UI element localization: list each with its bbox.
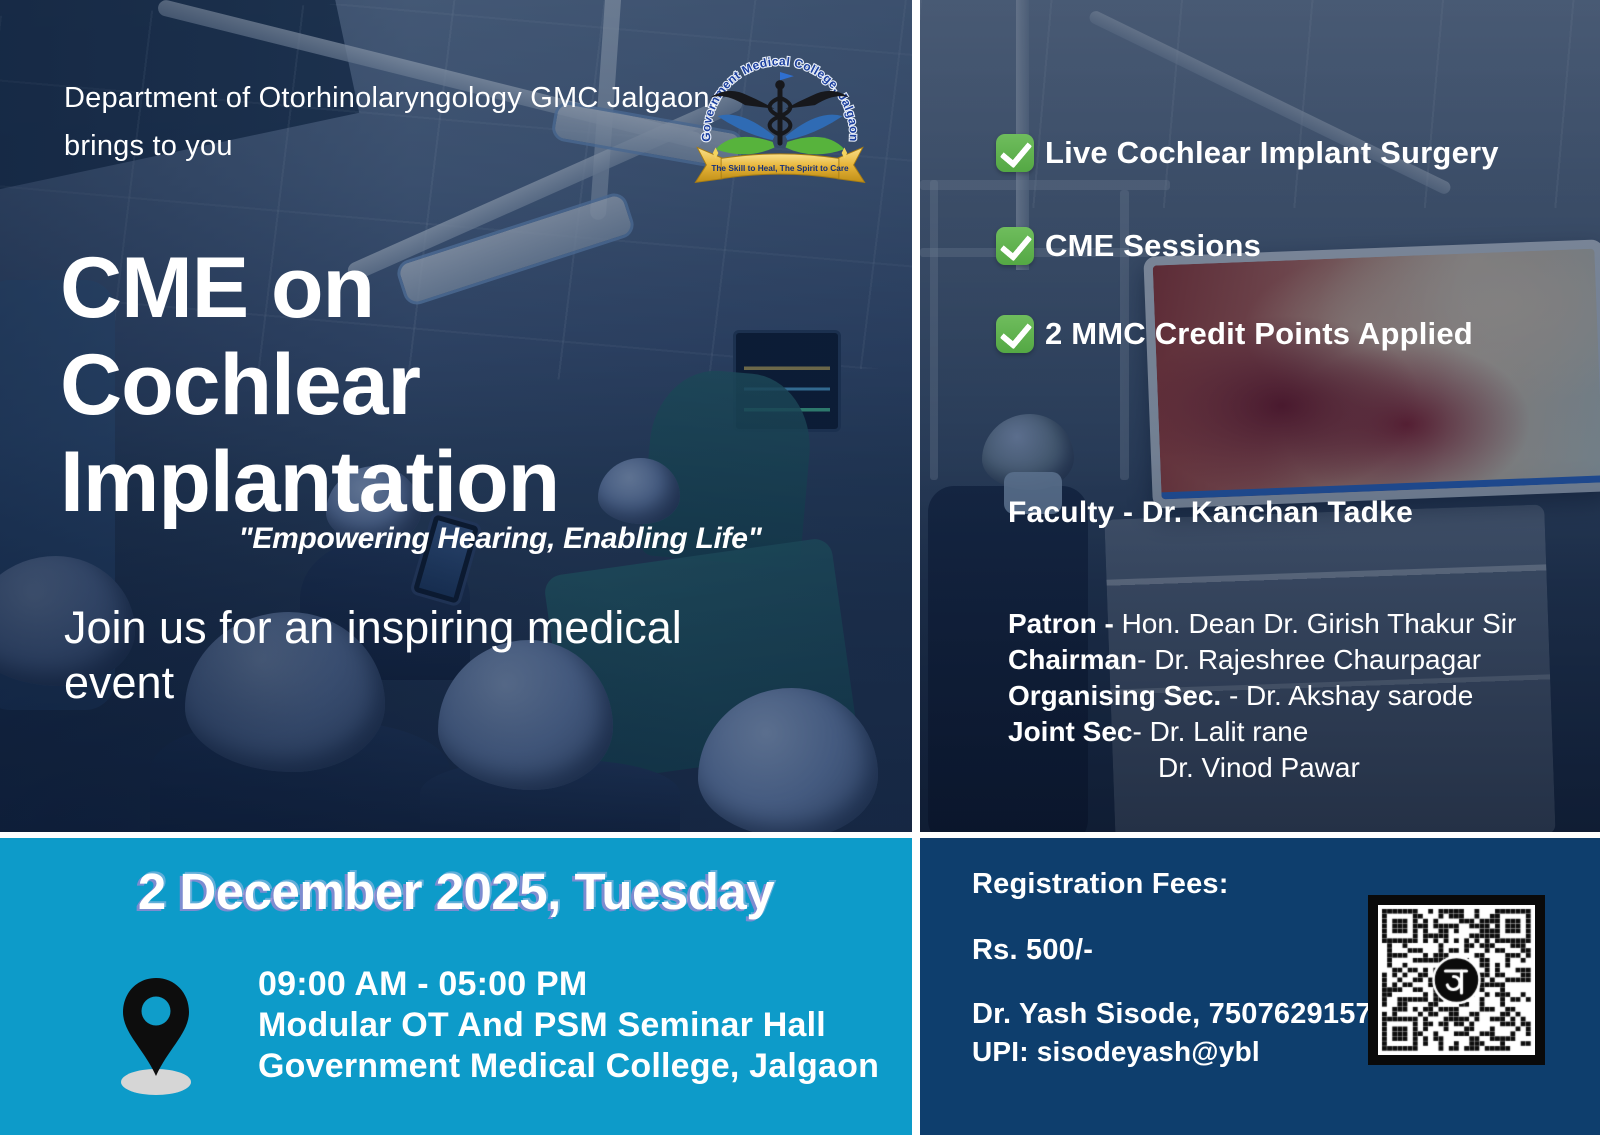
faculty-line: Faculty - Dr. Kanchan Tadke [1008,496,1413,529]
title-line-1: CME on [60,239,375,336]
logo-blue-leaf [785,114,843,141]
highlight-label: 2 MMC Credit Points Applied [1045,316,1473,351]
highlight-item-cme-sessions: CME Sessions [996,227,1261,265]
payment-qr-frame [1368,895,1545,1065]
committee-list: Patron - Hon. Dean Dr. Girish Thakur Sir… [1008,606,1516,786]
tagline-line-1: Join us for an inspiring medical [64,602,682,653]
highlight-item-live-surgery: Live Cochlear Implant Surgery [996,134,1499,172]
registration-upi: UPI: sisodeyash@ybl [972,1036,1260,1067]
tagline-line-2: event [64,657,175,708]
highlight-label: Live Cochlear Implant Surgery [1045,135,1499,170]
venue-block: 09:00 AM - 05:00 PM Modular OT And PSM S… [258,964,879,1087]
registration-contact: Dr. Yash Sisode, 7507629157 [972,998,1372,1030]
event-tagline: Join us for an inspiring medical event [64,600,682,710]
event-title: CME on Cochlear Implantation [60,239,560,531]
qr-code [1378,905,1535,1055]
logo-ribbon-text: The Skill to Heal, The Spirit to Care [711,164,849,173]
venue-line-2: Government Medical College, Jalgaon [258,1047,880,1085]
committee-row-patron: Patron - Hon. Dean Dr. Girish Thakur Sir [1008,608,1517,639]
highlight-item-credit-points: 2 MMC Credit Points Applied [996,315,1473,353]
committee-row-chairman: Chairman- Dr. Rajeshree Chaurpagar [1008,644,1482,675]
department-kicker: Department of Otorhinolaryngology GMC Ja… [64,74,718,170]
checkmark-icon [996,134,1034,172]
event-quote: "Empowering Hearing, Enabling Life" [238,522,762,555]
schedule-panel: 2 December 2025, Tuesday 09:00 AM - 05:0… [0,838,912,1135]
highlight-label: CME Sessions [1045,228,1262,263]
highlights-panel: Live Cochlear Implant Surgery CME Sessio… [920,0,1600,832]
logo-green-leaf [785,136,845,155]
gmc-logo: Government Medical College, Jalgaon [694,53,866,183]
registration-panel: Registration Fees: Rs. 500/- Dr. Yash Si… [920,838,1600,1135]
registration-fee: Rs. 500/- [972,934,1094,966]
location-pin-icon [121,978,191,1095]
checkmark-icon [996,227,1034,265]
event-date: 2 December 2025, Tuesday [137,863,775,920]
title-line-3: Implantation [60,433,560,530]
logo-ribbon: The Skill to Heal, The Spirit to Care [694,146,866,183]
kicker-line-1: Department of Otorhinolaryngology GMC Ja… [64,82,718,114]
registration-heading: Registration Fees: [972,868,1229,900]
title-line-2: Cochlear [60,336,421,433]
venue-line-1: Modular OT And PSM Seminar Hall [258,1006,826,1044]
hero-panel: Department of Otorhinolaryngology GMC Ja… [0,0,912,832]
committee-row-organising-sec: Organising Sec. - Dr. Akshay sarode [1008,680,1474,711]
committee-row-joint-sec-2: Dr. Vinod Pawar [1158,752,1360,783]
checkmark-icon [996,315,1034,353]
logo-blue-leaf [717,114,775,141]
event-time: 09:00 AM - 05:00 PM [258,965,588,1003]
kicker-line-2: brings to you [64,130,233,162]
committee-row-joint-sec: Joint Sec- Dr. Lalit rane [1008,716,1309,747]
logo-green-leaf [715,136,775,155]
caduceus-icon [710,72,850,146]
